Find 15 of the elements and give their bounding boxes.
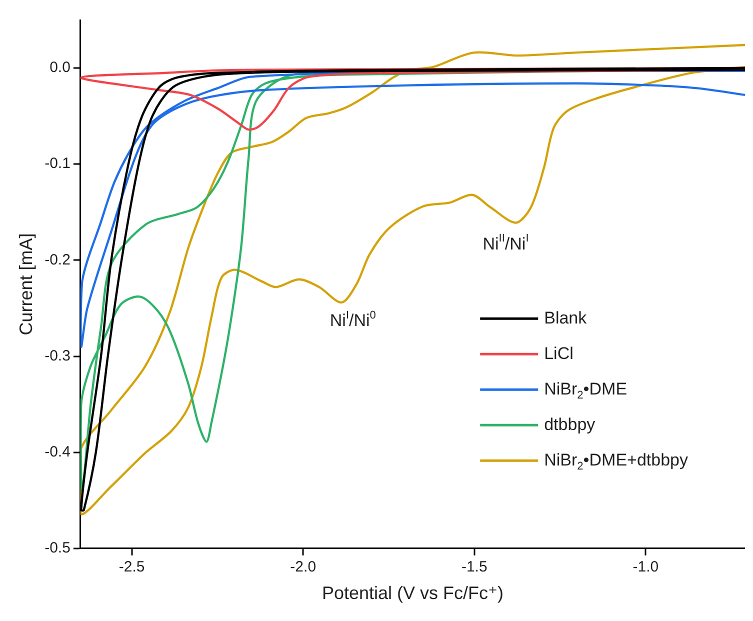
- x-tick-label: -2.0: [290, 558, 316, 576]
- y-axis-title: Current [mA]: [16, 233, 36, 336]
- x-tick-label: -1.0: [632, 558, 659, 576]
- legend-label: LiCl: [544, 344, 574, 363]
- y-tick-label: 0.0: [50, 59, 70, 76]
- x-tick-label: -1.5: [461, 558, 488, 576]
- x-tick-label: -2.5: [118, 558, 145, 576]
- x-axis-title: Potential (V vs Fc/Fc⁺): [322, 583, 504, 604]
- y-tick-label: -0.1: [44, 155, 70, 172]
- y-tick-label: -0.2: [44, 251, 70, 268]
- y-tick-label: -0.5: [44, 540, 70, 557]
- y-tick-label: -0.4: [44, 443, 70, 460]
- legend-label: Blank: [544, 308, 588, 328]
- y-tick-label: -0.3: [44, 347, 70, 364]
- legend-label: dtbbpy: [544, 414, 596, 434]
